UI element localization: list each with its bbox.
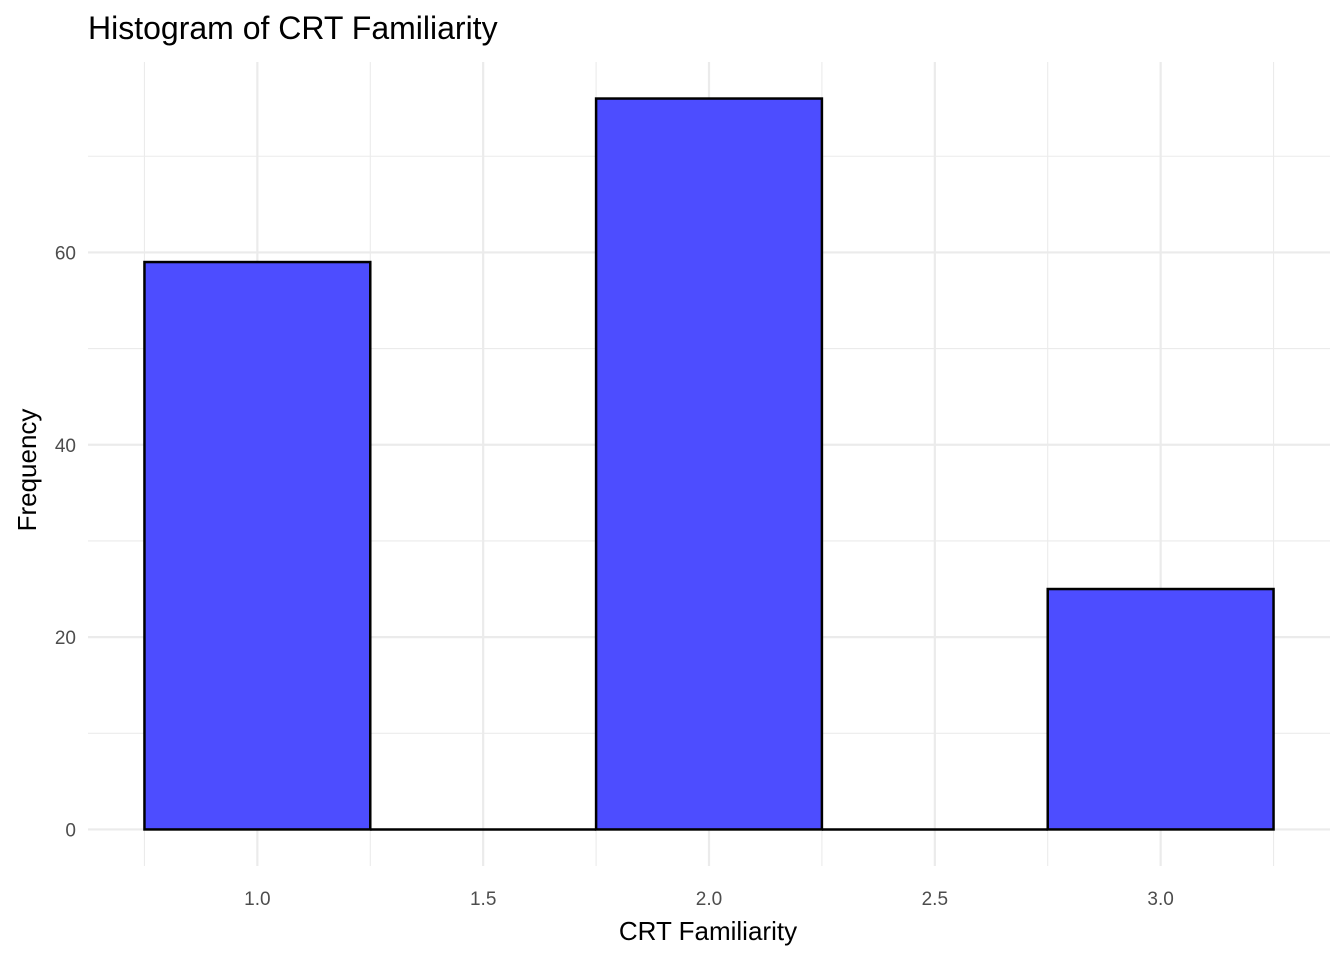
x-tick-label: 1.5 [470,889,496,910]
y-axis-title: Frequency [12,409,42,532]
chart-title: Histogram of CRT Familiarity [88,10,498,46]
x-axis-ticks: 1.0 1.5 2.0 2.5 3.0 [244,889,1174,910]
y-tick-label: 60 [55,243,76,264]
y-tick-label: 20 [55,628,76,649]
x-tick-label: 3.0 [1147,889,1173,910]
bars [143,97,1275,831]
x-tick-label: 1.0 [244,889,270,910]
histogram-bar-5 [1046,587,1275,831]
x-tick-label: 2.5 [922,889,948,910]
histogram-bar-3 [594,97,824,831]
y-tick-label: 0 [65,820,76,841]
y-axis-ticks: 0 20 40 60 [55,243,76,841]
x-axis-title: CRT Familiarity [619,916,797,946]
y-tick-label: 40 [55,436,76,457]
histogram-bar-1 [143,260,372,831]
x-tick-label: 2.0 [696,889,722,910]
